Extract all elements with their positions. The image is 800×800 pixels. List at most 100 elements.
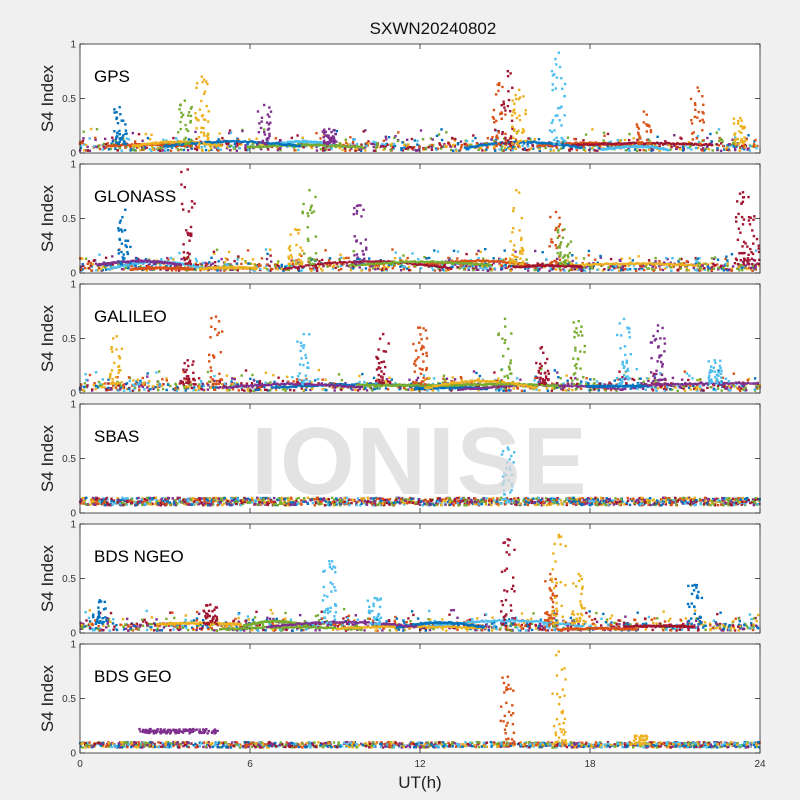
data-point [211, 143, 214, 147]
data-point [603, 142, 606, 145]
data-point [495, 138, 498, 141]
data-point [671, 257, 674, 260]
data-point [484, 248, 487, 251]
data-point [735, 220, 738, 223]
data-point [370, 265, 373, 268]
data-point [435, 148, 438, 152]
data-point [371, 267, 375, 270]
data-point [124, 146, 127, 149]
data-point [685, 384, 688, 388]
data-point [460, 261, 464, 265]
data-point [611, 262, 614, 265]
data-point [503, 387, 506, 391]
data-point [119, 113, 122, 116]
data-point [393, 257, 397, 260]
data-point [525, 258, 528, 261]
data-point [253, 265, 256, 268]
data-point [498, 83, 501, 87]
data-point [197, 135, 201, 139]
data-point [749, 145, 752, 148]
data-point [236, 383, 239, 386]
data-point [284, 265, 287, 268]
data-point [352, 267, 355, 270]
data-point [182, 263, 186, 266]
panel-label: GLONASS [94, 187, 176, 206]
data-point [615, 383, 618, 386]
data-point [574, 137, 577, 141]
data-point [518, 229, 521, 232]
data-point [553, 144, 556, 147]
data-point [187, 144, 190, 147]
data-point [386, 388, 390, 391]
data-point [399, 258, 402, 262]
data-point [150, 133, 153, 136]
data-point [740, 131, 743, 134]
data-point [615, 389, 618, 392]
data-point [207, 110, 210, 113]
data-point [107, 386, 110, 390]
data-point [469, 146, 472, 150]
data-point [131, 260, 134, 263]
data-point [688, 374, 691, 377]
data-point [129, 149, 132, 152]
data-point [190, 105, 193, 109]
data-point [408, 378, 411, 381]
data-point [379, 267, 382, 271]
data-point [430, 264, 433, 267]
data-point [395, 261, 398, 264]
data-point [177, 131, 180, 134]
data-point [295, 243, 298, 247]
data-point [331, 386, 334, 389]
data-point [741, 245, 744, 248]
data-point [743, 251, 746, 255]
data-point [161, 149, 165, 152]
data-point [706, 269, 710, 272]
data-point [696, 389, 699, 392]
data-point [472, 145, 475, 148]
data-point [258, 122, 261, 125]
data-point [399, 260, 402, 264]
data-point [304, 264, 308, 267]
data-point [742, 144, 745, 147]
data-point [229, 384, 232, 387]
data-point [232, 139, 235, 143]
data-point [129, 262, 132, 265]
data-point [133, 261, 137, 265]
data-point [299, 264, 303, 268]
data-point [164, 149, 167, 152]
data-point [360, 263, 363, 266]
data-point [238, 265, 241, 269]
data-point [423, 261, 427, 264]
data-point [417, 389, 421, 392]
data-point [407, 143, 410, 146]
data-point [267, 142, 270, 145]
data-point [537, 381, 540, 384]
data-point [405, 260, 408, 263]
data-point [577, 266, 580, 270]
data-point [712, 262, 715, 266]
data-point [493, 267, 496, 270]
data-point [473, 263, 476, 266]
data-point [603, 387, 607, 390]
data-point [186, 129, 190, 133]
data-point [362, 263, 365, 266]
data-point [513, 145, 516, 148]
data-point [512, 260, 515, 264]
data-point [338, 142, 341, 145]
data-point [739, 146, 742, 150]
data-point [701, 129, 704, 132]
data-point [372, 142, 375, 146]
data-point [297, 266, 300, 269]
data-point [492, 262, 495, 265]
data-point [276, 147, 280, 150]
data-point [573, 141, 577, 145]
data-point [332, 141, 335, 144]
data-point [117, 262, 120, 266]
data-point [566, 144, 570, 147]
data-point [301, 266, 304, 269]
data-point [757, 250, 761, 254]
data-point [696, 386, 699, 390]
data-point [521, 131, 524, 134]
data-point [686, 263, 690, 266]
data-point [328, 144, 332, 148]
